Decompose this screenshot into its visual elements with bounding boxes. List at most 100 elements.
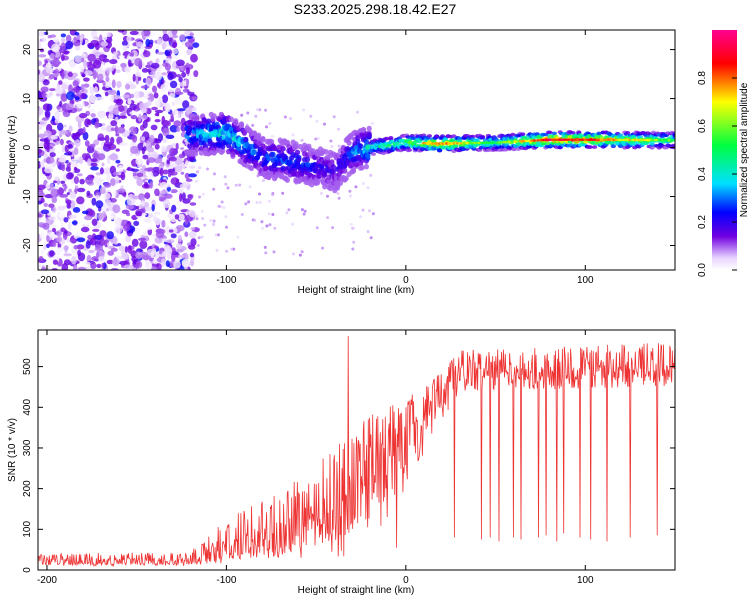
heatmap-cell bbox=[39, 230, 46, 240]
heatmap-cell bbox=[350, 168, 356, 174]
heatmap-xlabel: Height of straight line (km) bbox=[298, 285, 415, 296]
heatmap-cell bbox=[359, 215, 363, 219]
heatmap-xtick-label: -200 bbox=[37, 275, 57, 286]
heatmap-cell bbox=[112, 258, 120, 267]
heatmap-cell bbox=[254, 114, 258, 118]
heatmap-cell bbox=[73, 166, 78, 171]
heatmap-cell bbox=[73, 41, 81, 47]
heatmap-cell bbox=[93, 176, 102, 184]
heatmap-cell bbox=[95, 42, 100, 51]
heatmap-cell bbox=[53, 180, 58, 184]
heatmap-cell bbox=[426, 134, 433, 138]
heatmap-cell bbox=[110, 94, 115, 102]
heatmap-cell bbox=[190, 238, 197, 247]
heatmap-cell bbox=[167, 72, 174, 81]
heatmap-cell bbox=[38, 54, 47, 58]
heatmap-cell bbox=[337, 127, 341, 131]
heatmap-cell bbox=[117, 30, 125, 33]
heatmap-cell bbox=[165, 260, 170, 267]
heatmap-cell bbox=[38, 148, 43, 154]
heatmap-cell bbox=[411, 136, 417, 141]
heatmap-cell bbox=[633, 141, 639, 146]
heatmap-cell bbox=[135, 251, 143, 260]
heatmap-cell bbox=[337, 196, 341, 200]
heatmap-cell bbox=[84, 70, 93, 76]
heatmap-cell bbox=[66, 192, 70, 196]
heatmap-cell bbox=[162, 127, 170, 137]
snr-ytick-label: 400 bbox=[22, 399, 33, 416]
heatmap-cell bbox=[38, 40, 42, 50]
heatmap-cell bbox=[141, 68, 149, 73]
heatmap-cell bbox=[118, 55, 125, 59]
heatmap-cell bbox=[326, 194, 329, 198]
heatmap-cell bbox=[228, 116, 234, 123]
heatmap-cell bbox=[510, 132, 516, 137]
heatmap-cell bbox=[95, 96, 104, 101]
heatmap-cell bbox=[551, 131, 558, 136]
heatmap-cell bbox=[143, 146, 147, 152]
heatmap-cell bbox=[95, 244, 100, 250]
heatmap-cell bbox=[74, 55, 83, 63]
heatmap-cell bbox=[173, 260, 181, 269]
heatmap-cell bbox=[69, 191, 76, 199]
heatmap-cell bbox=[256, 108, 259, 112]
heatmap-cell bbox=[142, 119, 148, 129]
heatmap-cell bbox=[649, 141, 655, 145]
colorbar-label: Normalized spectral amplitude bbox=[739, 82, 750, 217]
heatmap-cell bbox=[74, 139, 81, 148]
snr-xlabel: Height of straight line (km) bbox=[298, 585, 415, 596]
snr-xtick-label: -200 bbox=[37, 575, 57, 586]
heatmap-cell bbox=[294, 149, 301, 156]
heatmap-cell bbox=[109, 59, 118, 65]
heatmap-cell bbox=[154, 71, 163, 81]
heatmap-cell bbox=[115, 69, 121, 73]
heatmap-cell bbox=[88, 61, 93, 65]
heatmap-cell bbox=[100, 126, 107, 131]
heatmap-cell bbox=[155, 58, 160, 65]
heatmap-cell bbox=[269, 139, 275, 145]
heatmap-cell bbox=[353, 161, 359, 168]
heatmap-cell bbox=[337, 144, 341, 148]
heatmap-cell bbox=[38, 256, 44, 263]
heatmap-cell bbox=[99, 230, 107, 238]
heatmap-cell bbox=[214, 233, 218, 237]
heatmap-cell bbox=[194, 141, 200, 148]
heatmap-cell bbox=[200, 209, 204, 213]
heatmap-cell bbox=[94, 86, 98, 94]
heatmap-cell bbox=[166, 159, 170, 165]
heatmap-cell bbox=[87, 158, 92, 167]
heatmap-cell bbox=[87, 209, 96, 218]
heatmap-cell bbox=[58, 80, 63, 85]
heatmap-cell bbox=[154, 188, 160, 197]
heatmap-cell bbox=[182, 100, 190, 109]
colorbar-tick-label: 0.0 bbox=[697, 263, 708, 277]
heatmap-cell bbox=[96, 153, 106, 161]
heatmap-cell bbox=[58, 210, 65, 218]
heatmap-cell bbox=[437, 148, 443, 152]
heatmap-cell bbox=[149, 31, 156, 36]
heatmap-cell bbox=[81, 73, 86, 78]
heatmap-cell bbox=[123, 223, 131, 232]
heatmap-cell bbox=[457, 139, 463, 143]
heatmap-cell bbox=[55, 210, 59, 215]
heatmap-cell bbox=[404, 143, 410, 147]
heatmap-cell bbox=[72, 86, 80, 92]
heatmap-cell bbox=[71, 133, 76, 139]
heatmap-cell bbox=[84, 261, 91, 266]
heatmap-cell bbox=[63, 185, 68, 190]
heatmap-cell bbox=[45, 67, 54, 74]
heatmap-cell bbox=[176, 243, 183, 250]
heatmap-cell bbox=[40, 249, 44, 256]
heatmap-cell bbox=[72, 80, 79, 87]
heatmap-cell bbox=[154, 112, 160, 117]
heatmap-cell bbox=[141, 31, 145, 37]
heatmap-cell bbox=[122, 150, 131, 155]
heatmap-cell bbox=[139, 240, 148, 250]
heatmap-cell bbox=[44, 167, 54, 174]
heatmap-cell bbox=[272, 250, 276, 254]
snr-ytick-label: 0 bbox=[22, 567, 33, 573]
heatmap-cell bbox=[42, 92, 46, 100]
heatmap-cell bbox=[166, 186, 171, 192]
heatmap-cell bbox=[92, 152, 99, 159]
heatmap-cell bbox=[303, 209, 307, 213]
